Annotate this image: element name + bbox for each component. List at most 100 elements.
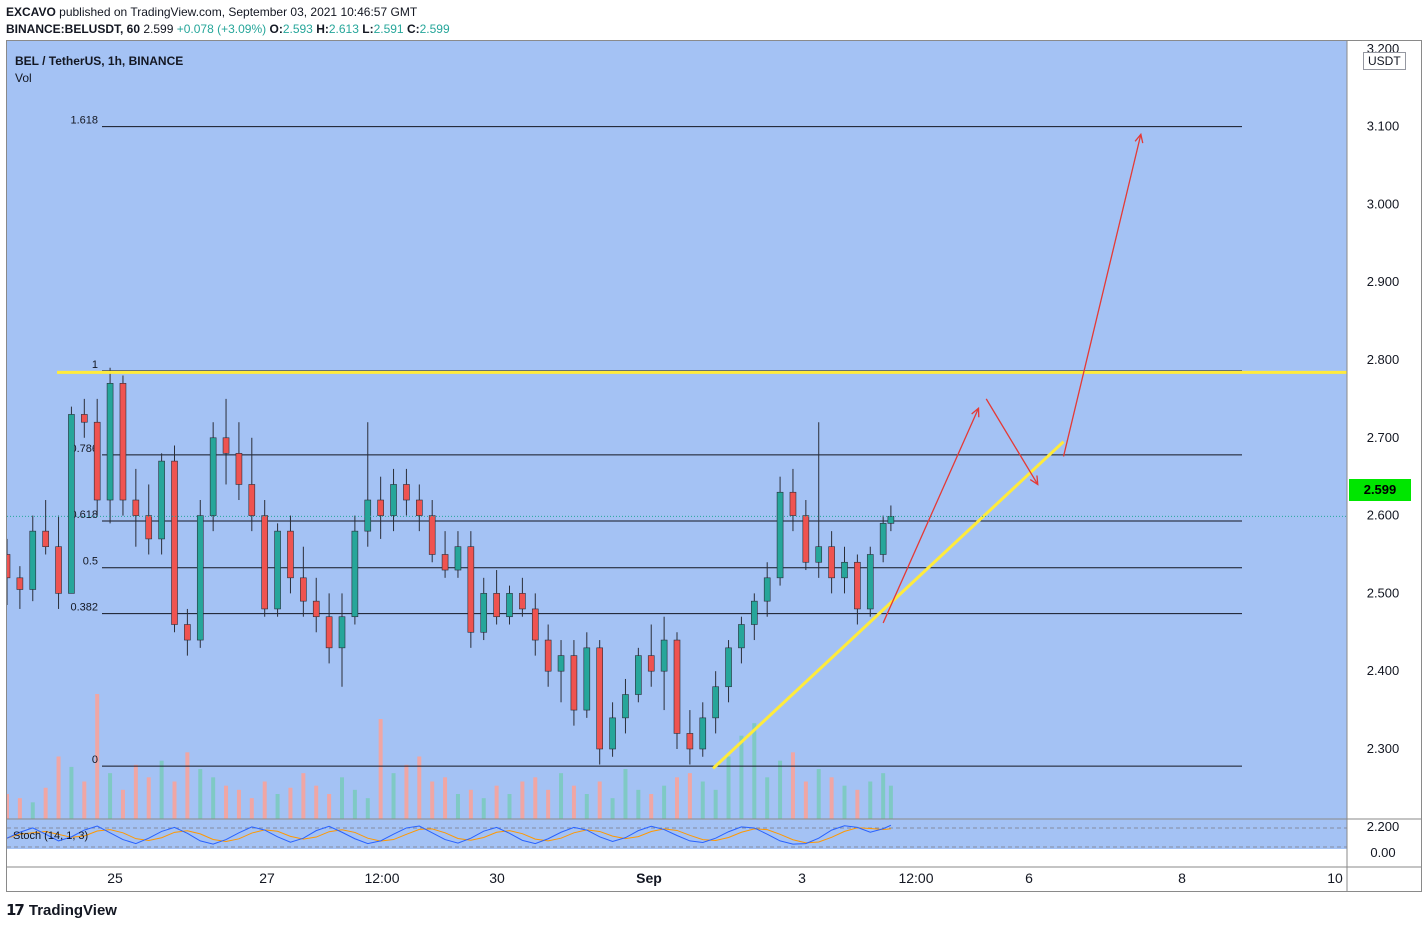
candle-body [570,655,578,711]
volume-bar [765,777,770,819]
volume-bar [888,785,893,819]
fib-retracement[interactable]: 1.618 1 0.786 0.618 0.5 0.382 0 [70,115,1242,767]
candle-body [751,600,758,625]
open-label: O: [269,22,283,36]
volume-bar [404,764,409,819]
candle-body [622,694,629,719]
projection-arrowhead [1029,475,1039,486]
volume-bar [30,802,35,819]
candle-body [29,530,37,590]
stoch-legend: Stoch (14, 1, 3) [13,830,89,842]
candle-body [712,686,719,719]
volume-bar [559,773,564,819]
time-tick-label: 10 [1327,870,1343,886]
low-label: L: [362,22,374,36]
currency-label[interactable]: USDT [1363,52,1406,70]
candle-body [416,499,423,516]
candle-body [7,554,11,579]
low-value: 2.591 [373,22,404,36]
volume-bar [82,781,87,819]
stoch-k-line [7,824,892,845]
close-value: 2.599 [419,22,450,36]
volume-bar [571,785,576,819]
price-change: +0.078 (+3.09%) [176,22,267,36]
volume-bar [236,789,241,819]
volume-bar [262,781,267,819]
time-tick-label: 12:00 [898,870,933,886]
volume-bar [211,777,216,819]
fib-ratio-label: 1 [92,359,98,371]
volume-bar [468,789,473,819]
volume-bar [417,756,422,819]
price-tick-label: 2.500 [1367,585,1400,600]
candle-body [802,515,810,563]
symbol-label: BINANCE:BELUSDT, 60 [6,22,141,36]
price-tick-label: 2.900 [1367,274,1400,289]
open-value: 2.593 [282,22,313,36]
time-tick-label: 25 [107,870,123,886]
time-tick-label: 30 [489,870,505,886]
tradingview-footer: 17 TradingView [6,901,117,919]
fib-ratio-label: 0.618 [70,509,98,521]
volume-bar [224,785,229,819]
candle-body [673,639,681,734]
candle-body [866,554,874,610]
volume-bar [301,773,306,819]
volume-bar [752,723,757,819]
candle-body [287,530,294,579]
candle-body [119,383,127,501]
volume-bar [829,777,834,819]
volume-bar [649,794,654,819]
price-tick-label: 3.000 [1367,196,1400,211]
ohlc-header: BINANCE:BELUSDT, 60 2.599 +0.078 (+3.09%… [6,22,450,36]
fib-ratio-label: 0.786 [70,443,98,455]
candle-body [132,499,140,516]
volume-bar [7,794,9,819]
chart-legend-pair: BEL / TetherUS, 1h, BINANCE [15,54,184,68]
volume-bar [198,769,203,819]
volume-bar [675,777,679,819]
volume-bar [494,785,499,819]
candle-body [81,414,88,423]
volume-bar [816,769,821,819]
last-price: 2.599 [143,22,174,36]
candle-body [248,484,256,516]
candle-body [312,600,320,618]
candle-body [557,655,565,672]
candle-body [725,647,732,688]
candle-body [738,624,745,649]
drawings[interactable] [57,132,1347,770]
price-tick-label: 2.600 [1367,508,1400,523]
time-tick-label: 8 [1178,870,1186,886]
price-tick-label: 2.700 [1367,430,1400,445]
projection-arrowhead [1134,132,1144,144]
volume-bar [803,781,808,819]
projection-arrow [882,407,980,624]
volume-bar [481,798,486,819]
volume-bar [391,773,396,819]
time-tick-label: 12:00 [364,870,399,886]
candle-body [609,717,616,750]
volume-bar [700,781,705,819]
fib-ratio-label: 1.618 [70,115,98,127]
candle-body [763,577,771,602]
candle-body [583,647,591,711]
volume-bar [120,789,125,819]
price-tick-label: 3.100 [1367,119,1400,134]
projection-arrowhead [971,406,980,418]
publisher-name: EXCAVO [6,5,56,19]
candles [7,367,895,765]
chart-frame[interactable]: 1.618 1 0.786 0.618 0.5 0.382 0 3.200 3.100 3.00… [6,40,1422,892]
candle-body [789,491,797,516]
published-text: published on TradingView.com, September … [59,5,418,19]
candle-body [854,561,861,610]
volume-bar [378,719,383,819]
candle-body [647,655,655,672]
stoch-pane [7,818,1421,848]
chart-legend-volume: Vol [15,71,32,85]
projection-arrow [1062,134,1142,457]
projection-arrow [985,398,1039,485]
time-tick-label: Sep [636,870,662,886]
volume-bar [352,789,357,819]
